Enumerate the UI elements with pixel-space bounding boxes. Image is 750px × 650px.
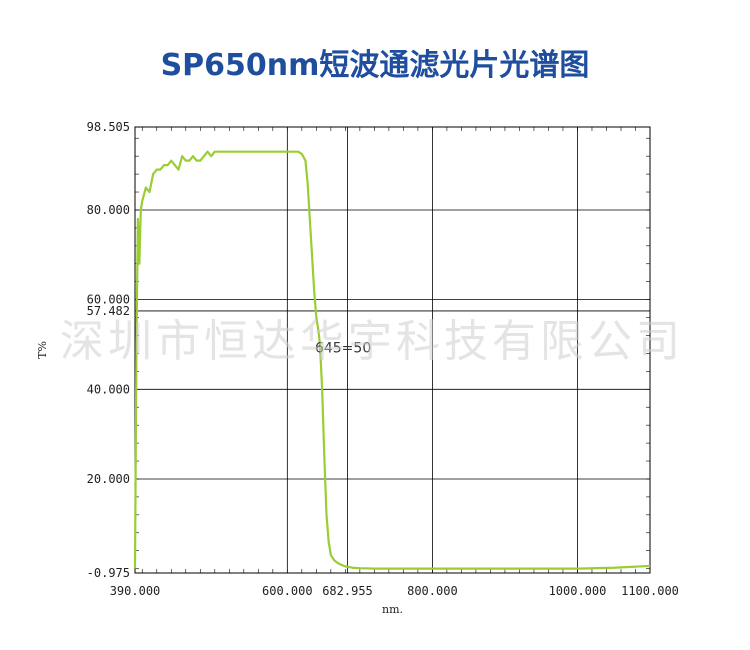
annotation-label: 645=50 xyxy=(315,340,371,356)
x-tick-label: 600.000 xyxy=(262,584,313,598)
x-tick-label: 390.000 xyxy=(110,584,161,598)
y-tick-label: 20.000 xyxy=(87,472,130,486)
y-axis-label: T% xyxy=(36,341,49,359)
x-axis-label: nm. xyxy=(382,603,403,616)
minor-ticks xyxy=(135,127,651,573)
plot-frame xyxy=(134,126,651,574)
y-tick-label: 40.000 xyxy=(87,382,130,396)
x-tick-label: 800.000 xyxy=(407,584,458,598)
page-title: SP650nm短波通滤光片光谱图 xyxy=(160,48,590,83)
y-tick-label: -0.975 xyxy=(87,566,130,580)
tick-labels: 390.000 600.000 682.955 800.000 1000.000 1100… xyxy=(87,120,679,598)
x-tick-label: 682.955 xyxy=(322,584,373,598)
annotations: 645=50 xyxy=(315,340,371,356)
y-tick-label: 57.482 xyxy=(87,304,130,318)
transmission-curve xyxy=(133,150,651,570)
y-tick-label: 80.000 xyxy=(87,203,130,217)
x-tick-label: 1100.000 xyxy=(621,584,679,598)
grid xyxy=(135,127,650,573)
x-tick-label: 1000.000 xyxy=(549,584,607,598)
y-tick-label: 60.000 xyxy=(87,293,130,307)
y-tick-label: 98.505 xyxy=(87,120,130,134)
